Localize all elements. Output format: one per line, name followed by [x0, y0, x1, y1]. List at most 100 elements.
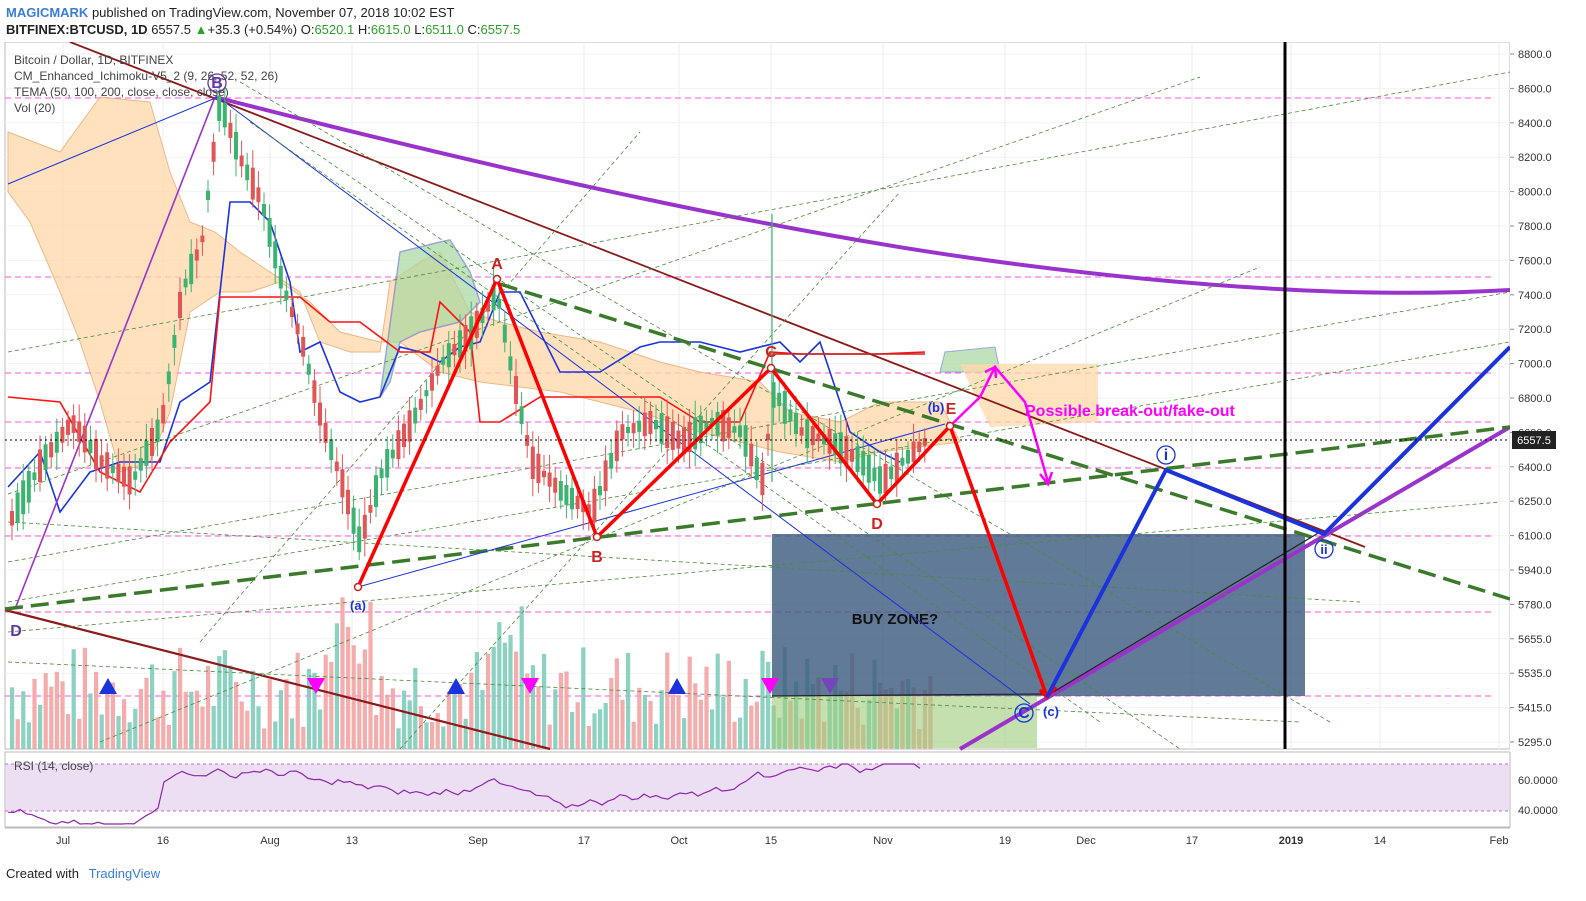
- candle-up: [782, 391, 787, 424]
- wave-point: [492, 274, 502, 284]
- candle-up: [738, 425, 742, 438]
- volume-bar-down: [295, 652, 300, 749]
- volume-bar-down: [374, 715, 379, 749]
- candle-up: [15, 492, 20, 523]
- legend-volume[interactable]: Vol (20): [14, 101, 55, 115]
- candle-up: [32, 472, 37, 481]
- candle-down: [766, 433, 770, 441]
- volume-bar-down: [60, 681, 65, 749]
- volume-bar-up: [463, 718, 468, 749]
- candle-up: [458, 330, 462, 358]
- volume-bar-down: [110, 682, 115, 749]
- candle-up: [21, 480, 26, 515]
- legend-tema[interactable]: TEMA (50, 100, 200, close, close, close): [14, 85, 229, 99]
- volume-bar-down: [637, 687, 642, 749]
- magenta-arrow-up: [984, 365, 998, 379]
- sell-signal-icon: [821, 678, 839, 694]
- candle-down: [592, 488, 597, 523]
- purple-leg: [14, 96, 216, 610]
- candle-up: [805, 419, 810, 449]
- publish-info: MAGICMARK published on TradingView.com, …: [6, 4, 455, 21]
- volume-bar-up: [452, 683, 457, 749]
- buy-zone-diagonal: [1044, 531, 1321, 698]
- ichimoku-cloud: [7, 96, 1098, 514]
- candle-down: [362, 514, 367, 539]
- volume-bar-down: [390, 688, 395, 749]
- volume-bar-up: [116, 715, 121, 749]
- time-axis[interactable]: Jul 16 Aug 13 Sep 17 Oct 15 Nov 19 Dec 17 2019 14 Feb: [5, 827, 1510, 847]
- volume-bar-down: [267, 679, 272, 749]
- volume-bar-up: [217, 656, 222, 749]
- candle-up: [715, 411, 720, 436]
- volume-bar-down: [323, 654, 328, 749]
- candle-down: [799, 427, 804, 436]
- volume-bar-down: [49, 686, 54, 749]
- legend-ichimoku[interactable]: CM_Enhanced_Ichimoku-V5_2 (9, 26, 52, 52…: [14, 69, 278, 83]
- volume-bar-down: [486, 653, 491, 749]
- candle-down: [525, 434, 530, 446]
- breakout-annotation: Possible break-out/fake-out: [1025, 403, 1235, 420]
- rsi-band: [5, 764, 1510, 811]
- trend-lines: [4, 42, 1512, 751]
- volume-bar-up: [38, 704, 43, 749]
- volume-bar-down: [693, 683, 698, 749]
- y-tick-label: 7000.0: [1518, 359, 1552, 371]
- wave-label: D: [10, 623, 22, 640]
- volume-bar-up: [592, 713, 597, 749]
- volume-bar-up: [581, 647, 586, 749]
- rsi-tick-label: 40.0000: [1518, 805, 1558, 817]
- volume-bar-down: [77, 718, 82, 749]
- candle-down: [178, 291, 182, 319]
- volume-bar-down: [161, 690, 166, 749]
- fan-line: [99, 266, 1261, 743]
- candle-down: [614, 430, 619, 462]
- publisher-name[interactable]: MAGICMARK: [6, 5, 89, 20]
- candle-up: [872, 467, 877, 482]
- volume-bar-up: [654, 723, 659, 749]
- volume-bar-up: [508, 635, 513, 749]
- volume-bar-down: [105, 691, 110, 749]
- volume-bar-up: [21, 691, 26, 749]
- volume-bar-down: [183, 691, 188, 749]
- current-price-badge: 6557.5: [1512, 431, 1556, 449]
- created-with-text: Created with: [6, 866, 79, 881]
- close-value: 6557.5: [480, 22, 521, 37]
- x-tick-label: 14: [1374, 835, 1386, 847]
- volume-bar-down: [239, 701, 244, 749]
- candle-up: [637, 420, 642, 432]
- x-tick-label: 17: [578, 835, 590, 847]
- candle-down: [844, 436, 849, 467]
- wave-ring: [1314, 539, 1334, 559]
- candle-down: [346, 489, 350, 515]
- buy-zone-label: BUY ZONE?: [852, 611, 938, 628]
- volume-bar-up: [278, 690, 283, 749]
- candle-up: [183, 278, 188, 288]
- y-tick-label: 7200.0: [1518, 324, 1552, 336]
- candle-down: [810, 426, 815, 446]
- volume-bar-down: [284, 679, 289, 749]
- wave-label: B: [211, 75, 223, 92]
- rsi-legend[interactable]: RSI (14, close): [14, 759, 93, 773]
- volume-bar-up: [474, 651, 479, 749]
- wave-point: [766, 363, 776, 373]
- candle-up: [329, 439, 334, 461]
- purple-resistance: [214, 95, 1511, 295]
- candle-up: [385, 449, 390, 478]
- buy-signal-icon: [99, 678, 117, 694]
- buy-zone-green-rect: [772, 696, 1037, 748]
- volume-bar-down: [665, 652, 670, 749]
- candle-down: [648, 411, 653, 435]
- volume-bar-up: [570, 711, 575, 749]
- volume-bar-down: [66, 714, 71, 749]
- volume-bar-up: [150, 664, 155, 749]
- volume-bar-up: [172, 671, 177, 749]
- y-tick-label: 6800.0: [1518, 393, 1552, 405]
- volume-bar-down: [609, 678, 614, 749]
- legend-symbol[interactable]: Bitcoin / Dollar, 1D, BITFINEX: [14, 53, 173, 67]
- candle-up: [374, 475, 378, 507]
- volume-bar-up: [211, 706, 216, 749]
- candle-up: [446, 343, 451, 368]
- tradingview-logo[interactable]: TradingView: [88, 866, 161, 881]
